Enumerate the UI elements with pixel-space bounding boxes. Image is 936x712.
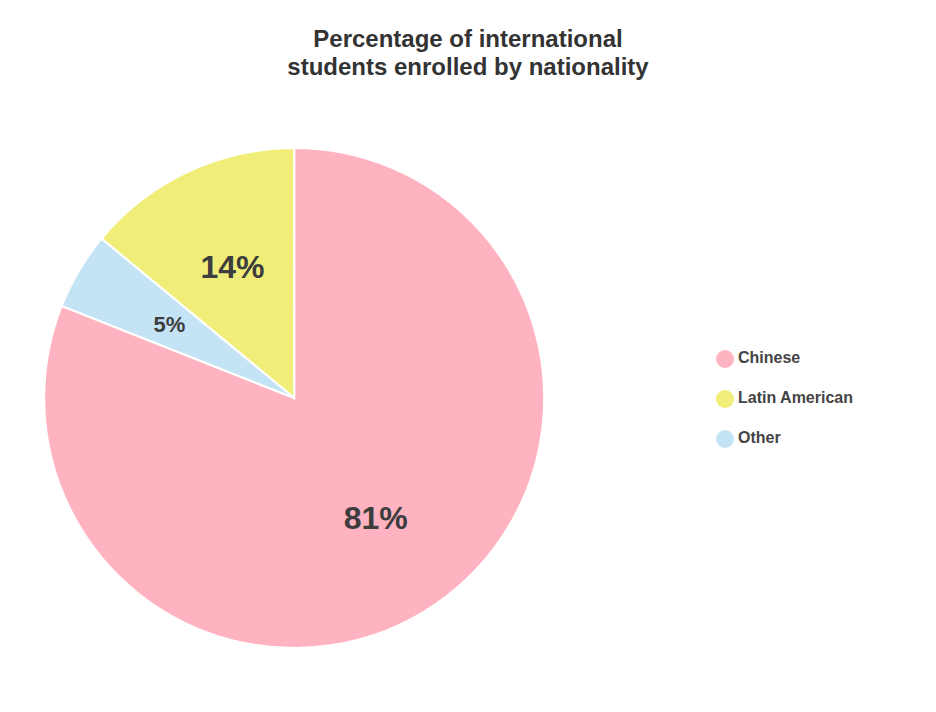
html-text:Other: Other xyxy=(738,429,781,446)
html-text:Chinese: Chinese xyxy=(738,349,801,366)
html-text:Percentage of international st: Percentage of international students enr… xyxy=(287,25,649,80)
svg-text:14%: 14% xyxy=(200,249,264,285)
svg-text:5%: 5% xyxy=(153,312,185,337)
svg-text:81%: 81% xyxy=(344,500,408,536)
html-text:Latin American: Latin American xyxy=(738,389,853,406)
